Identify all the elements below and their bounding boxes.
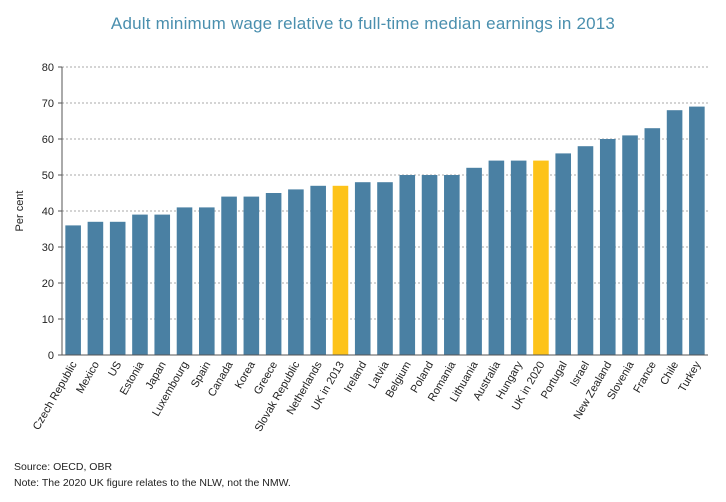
bar [265, 193, 282, 355]
bar [577, 146, 594, 355]
bar [154, 214, 171, 355]
bar-highlight [332, 185, 349, 355]
y-tick-label: 40 [42, 206, 54, 218]
bar [555, 153, 572, 355]
y-tick-label: 60 [42, 134, 54, 146]
x-tick-label: Czech Republic [31, 359, 80, 432]
bars [65, 106, 705, 355]
bar [421, 175, 438, 355]
footnote: Note: The 2020 UK figure relates to the … [14, 477, 291, 489]
x-tick-label: US [106, 360, 124, 379]
chart-title: Adult minimum wage relative to full-time… [110, 14, 616, 33]
source-note: Source: OECD, OBR [14, 461, 113, 473]
bar [488, 160, 505, 355]
y-tick-label: 30 [42, 242, 54, 254]
y-tick-label: 50 [42, 170, 54, 182]
x-tick-label: Turkey [676, 359, 703, 394]
y-tick-labels: 0 10 20 30 40 50 60 70 80 [42, 62, 54, 362]
bar [644, 128, 661, 355]
axes [58, 66, 708, 356]
bar [310, 185, 326, 355]
y-tick-label: 10 [42, 314, 54, 326]
x-tick-label: Ireland [342, 360, 369, 395]
bar [599, 139, 616, 355]
bar [87, 221, 104, 355]
bar [689, 106, 705, 355]
x-tick-label: Chile [658, 360, 681, 388]
bar [132, 214, 148, 355]
bar-highlight [533, 160, 549, 355]
bar [510, 160, 527, 355]
bar [221, 196, 237, 355]
bar [377, 182, 393, 355]
bar [109, 221, 126, 355]
bar [622, 135, 638, 355]
bar [198, 207, 215, 355]
bar [176, 207, 193, 355]
bar [399, 175, 416, 355]
y-tick-label: 80 [42, 62, 54, 74]
y-tick-label: 0 [48, 350, 54, 362]
bar [243, 196, 260, 355]
y-tick-label: 70 [42, 98, 54, 110]
bar [466, 167, 482, 355]
bar [354, 182, 371, 355]
bar [444, 175, 460, 355]
bar [666, 110, 683, 355]
y-tick-label: 20 [42, 278, 54, 290]
y-axis-label: Per cent [14, 191, 26, 232]
bar [65, 225, 81, 355]
bar [288, 189, 304, 355]
